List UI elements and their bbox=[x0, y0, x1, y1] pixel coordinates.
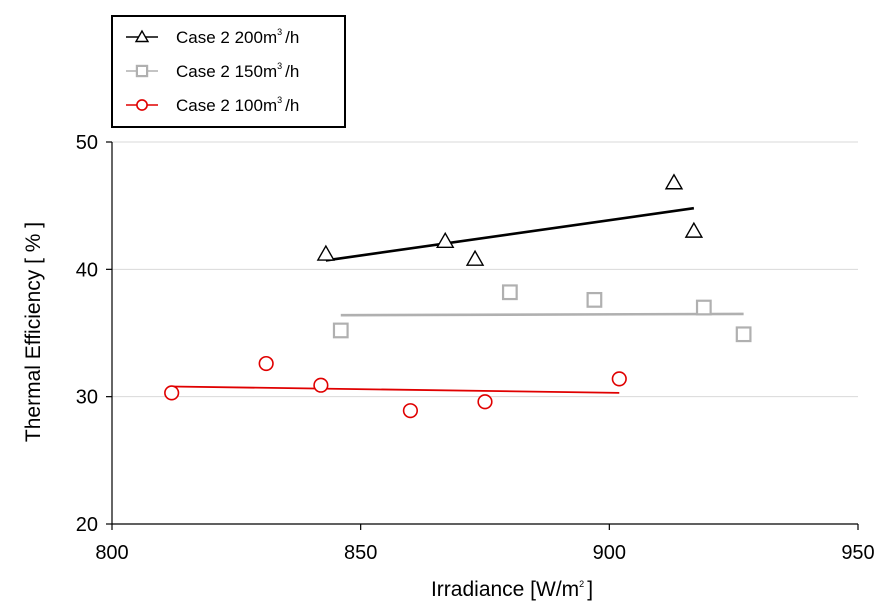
trend-line-circle bbox=[171, 385, 620, 394]
data-point-circle-2 bbox=[313, 377, 329, 393]
legend-label-triangle: Case 2 200m3/h bbox=[176, 27, 299, 47]
y-axis-ticks: 20 30 40 50 bbox=[76, 132, 112, 536]
legend-marker-triangle bbox=[134, 29, 150, 43]
data-point-circle-3 bbox=[402, 403, 419, 419]
trend-line-triangle bbox=[325, 206, 695, 262]
y-tick-label-30: 30 bbox=[76, 387, 98, 409]
data-point-square-0 bbox=[332, 322, 349, 339]
legend-marker-square bbox=[135, 64, 149, 78]
data-point-triangle-1 bbox=[436, 231, 455, 249]
y-tick-label-50: 50 bbox=[76, 132, 98, 154]
x-axis-ticks: 800 850 900 950 bbox=[95, 524, 875, 564]
data-point-triangle-3 bbox=[664, 173, 684, 190]
data-point-triangle-4 bbox=[684, 221, 704, 238]
data-point-circle-5 bbox=[611, 371, 627, 387]
data-point-circle-1 bbox=[258, 355, 274, 372]
data-point-triangle-0 bbox=[316, 244, 336, 261]
data-point-circle-4 bbox=[477, 394, 493, 410]
x-tick-label-950: 950 bbox=[841, 542, 874, 564]
legend-marker-circle bbox=[136, 99, 148, 111]
data-point-square-4 bbox=[735, 326, 752, 343]
legend: Case 2 200m3/h Case 2 150m3/h Case 2 100m3… bbox=[111, 15, 346, 128]
x-tick-label-800: 800 bbox=[95, 542, 128, 564]
trend-line-square bbox=[340, 312, 744, 317]
y-axis-title: Thermal Efficiency [ % ] bbox=[22, 222, 45, 442]
gridlines bbox=[112, 141, 858, 398]
data-point-circle-0 bbox=[164, 385, 180, 401]
data-point-square-2 bbox=[586, 291, 603, 308]
trend-lines bbox=[171, 206, 744, 394]
data-points bbox=[164, 173, 752, 419]
data-point-square-1 bbox=[501, 284, 518, 301]
x-tick-label-900: 900 bbox=[593, 542, 626, 564]
legend-label-square: Case 2 150m3/h bbox=[176, 61, 299, 81]
x-tick-label-850: 850 bbox=[344, 542, 377, 564]
x-axis-title: Irradiance [W/m2] bbox=[431, 578, 593, 601]
y-tick-label-20: 20 bbox=[76, 514, 98, 536]
y-tick-label-40: 40 bbox=[76, 259, 98, 281]
legend-label-circle: Case 2 100m3/h bbox=[176, 95, 299, 115]
data-point-triangle-2 bbox=[465, 249, 485, 266]
data-point-square-3 bbox=[695, 299, 712, 316]
